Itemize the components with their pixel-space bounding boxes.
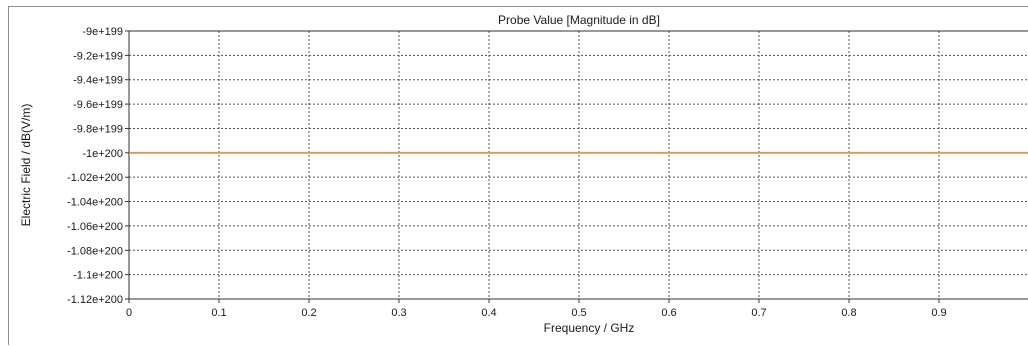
x-tick-label: 0.7	[751, 307, 766, 319]
y-tick-label: -9.8e+199	[73, 123, 123, 135]
chart-title: Probe Value [Magnitude in dB]	[498, 13, 660, 27]
x-tick-label: 0.8	[841, 307, 856, 319]
x-tick-label: 0.3	[391, 307, 406, 319]
x-tick-label: 0	[126, 307, 132, 319]
y-tick-label: -9.2e+199	[73, 50, 123, 62]
y-tick-label: -9.4e+199	[73, 75, 123, 87]
y-tick-label: -1.12e+200	[67, 294, 123, 306]
y-tick-label: -1.06e+200	[67, 221, 123, 233]
y-tick-label: -9e+199	[82, 26, 123, 38]
x-tick-label: 0.6	[661, 307, 676, 319]
y-tick-label: -9.6e+199	[73, 99, 123, 111]
y-tick-label: -1.1e+200	[73, 270, 123, 282]
x-tick-label: 0.5	[571, 307, 586, 319]
x-tick-label: 0.9	[931, 307, 946, 319]
chart-svg: -9e+199 -9.2e+199 -9.4e+199 -9.6e+199 -9.8e+…	[19, 13, 1028, 335]
x-tick-label: 0.2	[301, 307, 316, 319]
x-tick-label: 0.1	[211, 307, 226, 319]
y-tick-label: -1.08e+200	[67, 245, 123, 257]
y-tick-label: -1e+200	[82, 148, 123, 160]
x-tick-label: 0.4	[481, 307, 496, 319]
y-tick-label: -1.04e+200	[67, 197, 123, 209]
y-axis-title: Electric Field / dB(V/m)	[19, 104, 33, 227]
y-tick-label: -1.02e+200	[67, 172, 123, 184]
axes-layer: -9e+199 -9.2e+199 -9.4e+199 -9.6e+199 -9.8e+…	[67, 26, 1028, 319]
x-axis-title: Frequency / GHz	[544, 321, 635, 335]
grid-layer	[129, 31, 1028, 299]
chart-panel: -9e+199 -9.2e+199 -9.4e+199 -9.6e+199 -9.8e+…	[8, 6, 1028, 345]
